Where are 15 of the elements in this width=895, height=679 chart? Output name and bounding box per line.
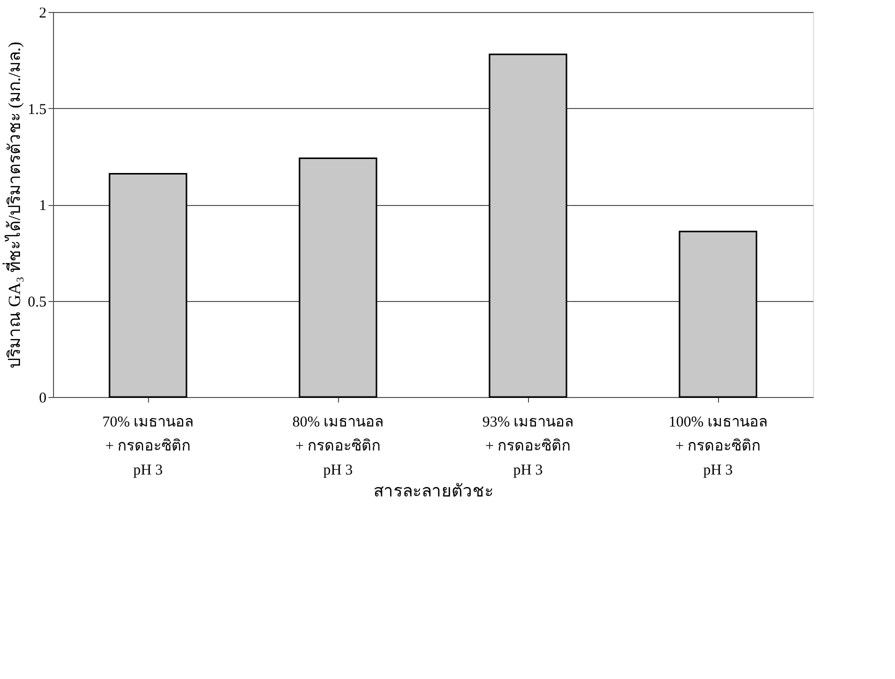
y-tick-label: 1.5 xyxy=(28,102,46,118)
x-tick-label: 93% เมธานอล + กรดอะซิติก pH 3 xyxy=(482,414,574,478)
bar xyxy=(488,54,568,398)
x-tick-label: 80% เมธานอล + กรดอะซิติก pH 3 xyxy=(292,414,384,478)
x-tick-label: 70% เมธานอล + กรดอะซิติก pH 3 xyxy=(102,414,194,478)
x-axis-title: สารละลายตัวชะ xyxy=(374,482,494,500)
bar xyxy=(298,158,378,398)
y-tick-label: 0.5 xyxy=(28,294,46,310)
y-axis-title: ปริมาณ GA₃ ที่ชะได้/ปริมาตรตัวชะ (มก./มล.) xyxy=(2,42,24,368)
bar xyxy=(108,172,188,398)
x-tick-label: 100% เมธานอล + กรดอะซิติก pH 3 xyxy=(668,414,768,478)
y-tick-label: 1 xyxy=(39,198,46,214)
bar xyxy=(678,230,758,398)
y-tick-label: 2 xyxy=(39,6,46,22)
y-tick-label: 0 xyxy=(39,390,46,406)
